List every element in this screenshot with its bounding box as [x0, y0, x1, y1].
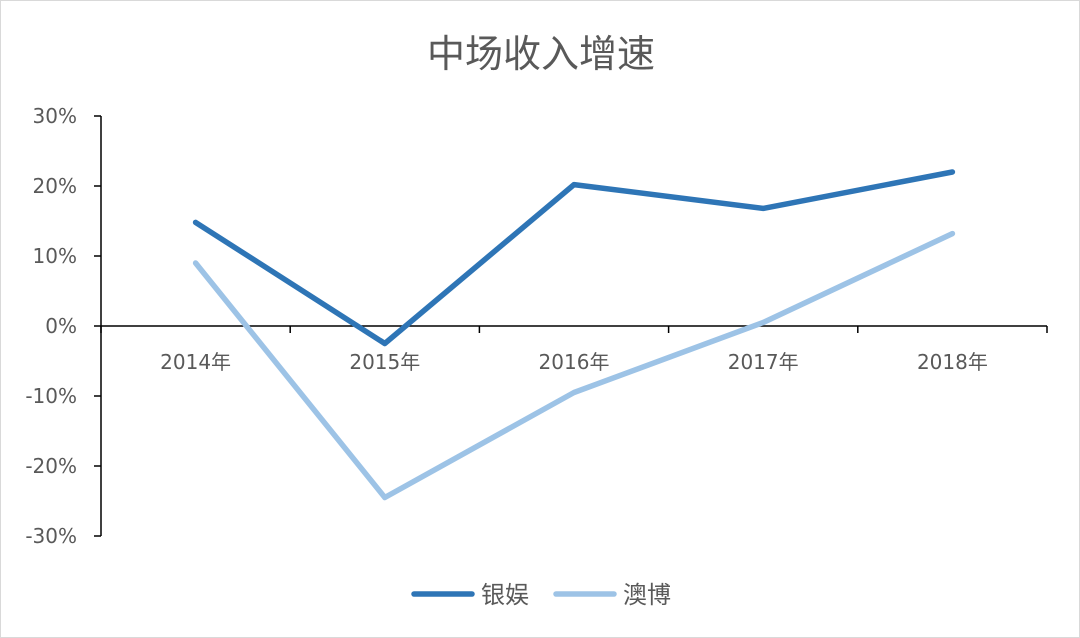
- y-tick-label: 0%: [45, 314, 77, 338]
- data-point: [760, 205, 766, 211]
- data-point: [949, 169, 955, 175]
- series-line-0: [192, 169, 956, 347]
- y-tick-label: 30%: [33, 104, 77, 128]
- x-tick-label: 2016年: [539, 350, 610, 374]
- legend-label: 银娱: [481, 581, 529, 609]
- y-tick-label: -30%: [25, 524, 77, 548]
- data-point: [571, 182, 577, 188]
- data-point: [193, 260, 199, 266]
- data-point: [949, 231, 955, 237]
- data-point: [760, 320, 766, 325]
- x-tick-label: 2017年: [728, 350, 799, 374]
- data-point: [571, 390, 577, 395]
- data-point: [193, 219, 199, 225]
- y-tick-label: -10%: [25, 384, 77, 408]
- y-tick-label: 20%: [33, 174, 77, 198]
- x-tick-label: 2015年: [349, 350, 420, 374]
- series-layer: [192, 169, 956, 501]
- x-tick-label: 2014年: [160, 350, 231, 374]
- data-point: [382, 341, 388, 346]
- y-tick-label: 10%: [33, 244, 77, 268]
- data-point: [382, 495, 388, 500]
- y-tick-label: -20%: [25, 454, 77, 478]
- chart-title: 中场收入增速: [427, 32, 655, 76]
- legend-label: 澳博: [623, 581, 671, 609]
- legend: 银娱 澳博: [411, 581, 671, 609]
- x-tick-label: 2018年: [917, 350, 988, 374]
- axes: 30% 20% 10% 0% -10% -20% -30% 2014年 2015年 2016年 20…: [25, 104, 1048, 548]
